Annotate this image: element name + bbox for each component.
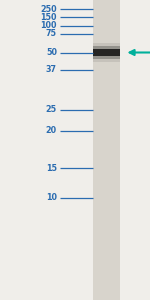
Text: 15: 15	[46, 164, 57, 172]
Bar	[93, 46, 120, 49]
Text: 250: 250	[40, 4, 57, 14]
Bar	[93, 56, 120, 59]
Bar	[93, 43, 120, 49]
Text: 10: 10	[46, 194, 57, 202]
Text: 25: 25	[46, 105, 57, 114]
Bar	[93, 49, 120, 56]
Text: 150: 150	[40, 13, 57, 22]
Text: 20: 20	[46, 126, 57, 135]
Bar	[93, 56, 120, 62]
Text: 100: 100	[40, 21, 57, 30]
Bar	[93, 0, 120, 300]
Text: 75: 75	[46, 29, 57, 38]
Text: 50: 50	[46, 48, 57, 57]
Text: 37: 37	[46, 65, 57, 74]
